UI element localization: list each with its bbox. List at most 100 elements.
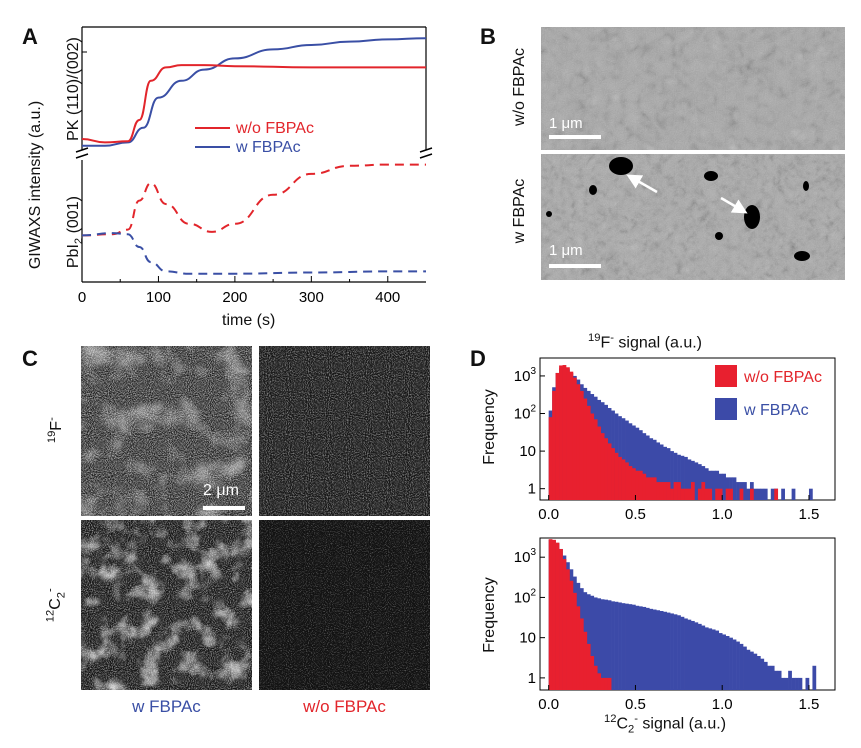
hist-bar-w-fbpac <box>753 653 758 690</box>
panel-b-row1-label: w/o FBPAc <box>511 48 528 126</box>
hist-bar-wo-fbpac <box>677 482 681 500</box>
hist-bar-wo-fbpac <box>642 473 647 500</box>
hist-bar-wo-fbpac <box>579 618 584 690</box>
hist-bar-w-fbpac <box>607 600 612 690</box>
hist-xtick-label: 1.0 <box>712 696 733 713</box>
panel-d-bottom-ylabel: Frequency <box>481 577 498 653</box>
legend-swatch-w <box>715 398 737 420</box>
hist-bar-w-fbpac <box>760 658 765 690</box>
hist-bar-w-fbpac <box>659 610 664 690</box>
hist-bar-w-fbpac <box>666 612 671 690</box>
sem-image-with-fbpac: 1 μm <box>541 154 845 280</box>
panel-a-xtick-label: 100 <box>146 289 171 306</box>
hist-bar-w-fbpac <box>611 601 615 690</box>
hist-bar-w-fbpac <box>729 637 733 690</box>
hist-bar-wo-fbpac <box>725 488 730 500</box>
hist-xtick-label: 1.0 <box>712 506 733 523</box>
d-top-rest: signal (a.u.) <box>613 334 703 352</box>
hist-bar-wo-fbpac <box>559 365 563 500</box>
hist-ytick-label: 102 <box>514 587 537 606</box>
panel-a-chart: 0 100 200 300 400 w/o FBPAc w FBPAc <box>75 26 433 306</box>
d-top-charge: - <box>610 332 614 344</box>
hist-bar-w-fbpac <box>760 488 765 500</box>
hist-bar-wo-fbpac <box>562 365 567 500</box>
sem-scalebar-1 <box>549 135 601 139</box>
legend-label-w: w FBPAc <box>235 139 301 156</box>
hist-bar-w-fbpac <box>677 615 681 690</box>
hist-bar-wo-fbpac <box>555 372 560 500</box>
hist-bar-w-fbpac <box>812 665 817 690</box>
hist-bar-wo-fbpac <box>645 477 650 500</box>
hist-bar-w-fbpac <box>715 470 720 500</box>
hist-bar-w-fbpac <box>722 634 726 690</box>
hist-ytick-label: 1 <box>528 481 536 498</box>
panel-c-col1-label: w FBPAc <box>132 697 201 716</box>
hist-bar-wo-fbpac <box>600 677 605 690</box>
hist-bar-wo-fbpac <box>572 377 577 500</box>
hist-bar-wo-fbpac <box>607 677 612 690</box>
series-w-fbpac-pk <box>81 37 427 147</box>
hist-bar-w-fbpac <box>697 464 702 500</box>
hist-bar-wo-fbpac <box>718 488 723 500</box>
hist-bar-w-fbpac <box>649 438 654 500</box>
hist-bar-wo-fbpac <box>687 488 692 500</box>
hist-bar-w-fbpac <box>659 444 664 500</box>
hist-bar-w-fbpac <box>697 623 702 690</box>
hist-ytick-exp: 3 <box>530 547 536 558</box>
hist-ytick-exp: 2 <box>530 587 536 598</box>
c12-sup: 12 <box>44 609 57 623</box>
panel-d-top-histogram: 1 10 102 103 0.0 0.5 1.0 1.5 w/o FBPAc w FBPAc <box>514 357 836 523</box>
hist-ytick-label: 103 <box>514 366 537 385</box>
panel-b-label: B <box>480 24 496 49</box>
hist-bar-w-fbpac <box>652 439 657 500</box>
hist-bar-w-fbpac <box>638 606 643 690</box>
hist-bar-w-fbpac <box>604 599 608 690</box>
hist-bar-wo-fbpac <box>552 539 556 690</box>
hist-bar-wo-fbpac <box>631 468 636 500</box>
hist-xtick-label: 0.5 <box>625 506 646 523</box>
panel-c-label: C <box>22 346 38 371</box>
hist-bar-w-fbpac <box>625 603 629 690</box>
d-bot-charge: - <box>634 713 638 725</box>
hist-xtick-label: 0.5 <box>625 696 646 713</box>
hist-bar-w-fbpac <box>600 599 605 690</box>
hist-bar-w-fbpac <box>638 430 643 500</box>
hist-bar-w-fbpac <box>777 670 782 690</box>
c12-sub: 2 <box>55 592 68 599</box>
hist-bar-wo-fbpac <box>583 398 588 500</box>
hist-bar-w-fbpac <box>631 425 636 500</box>
hist-bar-w-fbpac <box>628 604 633 690</box>
hist-bar-w-fbpac <box>770 488 775 500</box>
tofsims-f-without-fbpac <box>259 346 430 516</box>
hist-bar-w-fbpac <box>645 435 650 500</box>
panel-a-xlabel: time (s) <box>222 312 276 329</box>
hist-bar-w-fbpac <box>767 665 772 690</box>
hist-xtick-label: 1.5 <box>799 696 820 713</box>
tofsims-c2-with-fbpac <box>81 520 252 690</box>
panel-d-bottom-histogram: 1 10 102 103 0.0 0.5 1.0 1.5 <box>514 537 836 713</box>
d-bot-rest: signal (a.u.) <box>637 715 727 733</box>
hist-bar-w-fbpac <box>631 604 636 690</box>
panel-c-row2-label: 12C2- <box>45 585 68 625</box>
hist-bar-w-fbpac <box>746 488 751 500</box>
hist-bar-wo-fbpac <box>569 580 574 690</box>
hist-bar-w-fbpac <box>635 605 640 690</box>
panel-a-xtick-label: 0 <box>78 289 86 306</box>
f19-main: F <box>48 420 66 431</box>
hist-bar-w-fbpac <box>597 598 602 690</box>
hist-bar-wo-fbpac <box>583 631 588 690</box>
panel-a-ylabel-bottom: PbI2 (001) <box>65 177 85 287</box>
hist-bar-wo-fbpac <box>652 477 657 500</box>
hist-bar-w-fbpac <box>753 488 758 500</box>
hist-bar-w-fbpac <box>704 627 709 690</box>
hist-bar-wo-fbpac <box>569 371 574 500</box>
hist-bar-w-fbpac <box>743 482 747 500</box>
hist-bar-w-fbpac <box>694 622 699 690</box>
panel-a-xtick-label: 300 <box>299 289 324 306</box>
hist-bar-w-fbpac <box>756 488 761 500</box>
hist-bar-w-fbpac <box>677 454 681 500</box>
sem-grains-1 <box>541 27 845 150</box>
hist-bar-wo-fbpac <box>673 482 678 500</box>
hist-ytick-label: 1 <box>528 670 536 687</box>
hist-bar-w-fbpac <box>684 618 688 690</box>
